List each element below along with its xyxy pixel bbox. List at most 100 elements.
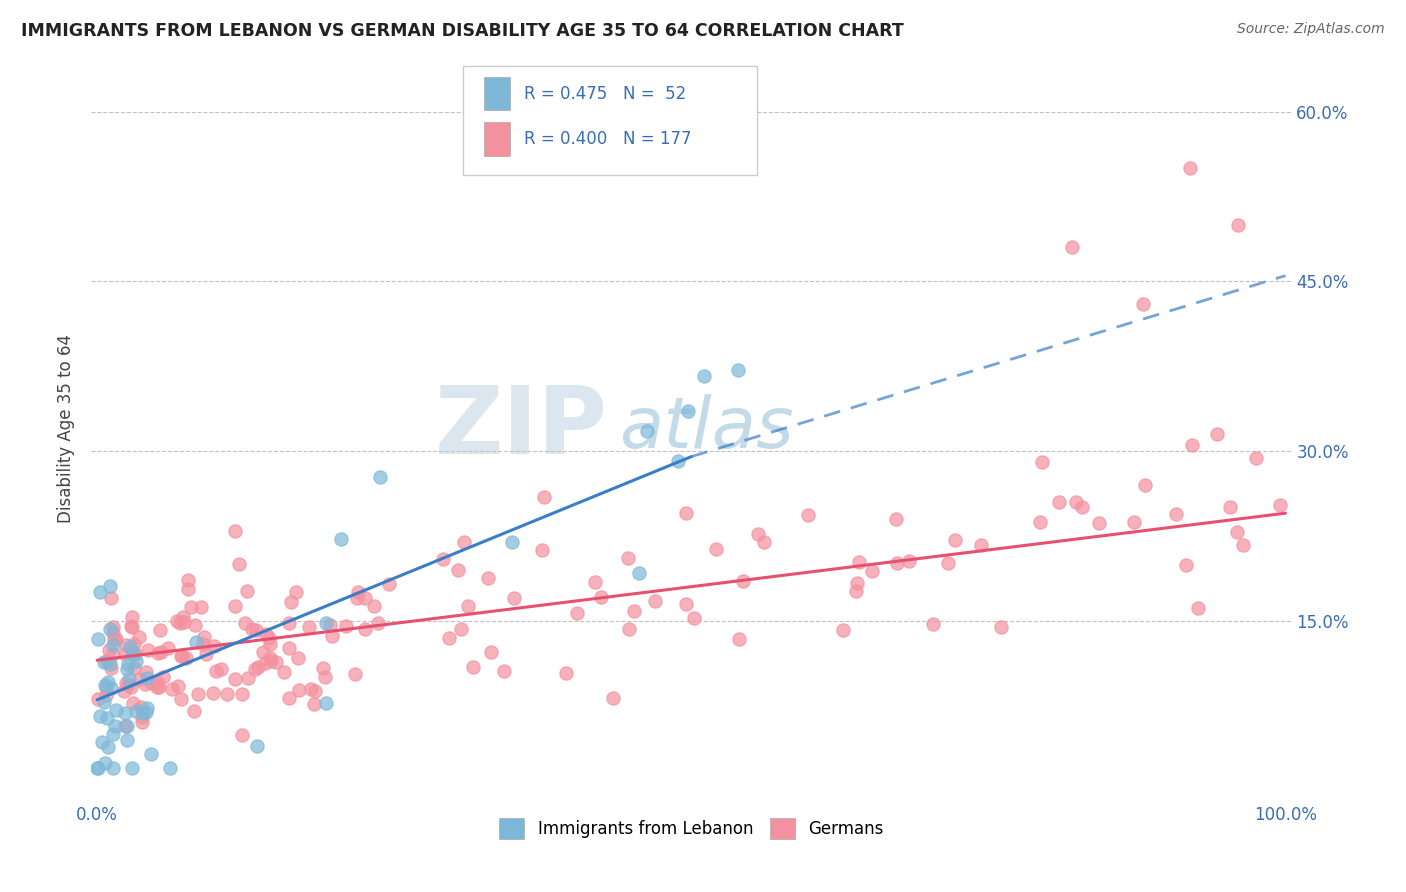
Point — [831, 624, 853, 638]
Point — [285, 585, 308, 599]
Point — [860, 565, 883, 579]
Point — [134, 677, 156, 691]
Point — [450, 622, 472, 636]
Point — [96, 711, 118, 725]
Point — [169, 615, 191, 630]
Point — [114, 648, 136, 662]
Point — [1181, 438, 1204, 452]
Point — [193, 630, 215, 644]
Point — [104, 718, 127, 732]
Point — [1226, 218, 1249, 232]
Point — [131, 710, 153, 724]
Point — [1180, 161, 1202, 176]
Point — [167, 679, 190, 693]
Text: R = 0.400   N = 177: R = 0.400 N = 177 — [524, 130, 692, 148]
Point — [886, 557, 908, 571]
Point — [98, 657, 121, 671]
Point — [848, 555, 870, 569]
Point — [884, 512, 907, 526]
Point — [259, 654, 281, 668]
Text: atlas: atlas — [619, 394, 794, 463]
Point — [91, 735, 114, 749]
Point — [447, 563, 470, 577]
Point — [1232, 538, 1254, 552]
Point — [501, 535, 523, 549]
Point — [623, 604, 645, 618]
Point — [287, 651, 309, 665]
Point — [675, 506, 697, 520]
Point — [1060, 240, 1083, 254]
Point — [844, 583, 866, 598]
Point — [378, 576, 401, 591]
Bar — [484, 77, 510, 111]
Point — [166, 614, 188, 628]
Point — [115, 638, 138, 652]
Point — [1187, 600, 1209, 615]
Text: Source: ZipAtlas.com: Source: ZipAtlas.com — [1237, 22, 1385, 37]
Point — [94, 756, 117, 771]
Point — [477, 570, 499, 584]
Point — [101, 726, 124, 740]
Point — [704, 541, 727, 556]
Point — [335, 619, 357, 633]
Point — [619, 623, 641, 637]
Point — [235, 584, 257, 599]
Point — [368, 470, 391, 484]
Point — [943, 533, 966, 548]
Point — [87, 692, 110, 706]
Point — [100, 591, 122, 605]
Point — [97, 675, 120, 690]
Point — [346, 591, 368, 606]
Point — [602, 691, 624, 706]
Point — [191, 637, 214, 651]
Point — [173, 615, 195, 629]
Point — [98, 579, 121, 593]
Point — [555, 666, 578, 681]
Point — [120, 618, 142, 632]
Point — [204, 664, 226, 678]
Point — [101, 647, 124, 661]
Point — [124, 647, 146, 661]
Point — [122, 647, 145, 661]
Point — [727, 362, 749, 376]
Point — [128, 672, 150, 686]
Point — [128, 630, 150, 644]
Point — [101, 638, 124, 652]
Point — [93, 655, 115, 669]
Point — [148, 646, 170, 660]
Point — [209, 662, 232, 676]
Point — [280, 595, 302, 609]
Point — [89, 708, 111, 723]
Point — [96, 654, 118, 668]
Point — [353, 622, 375, 636]
Point — [666, 454, 689, 468]
Point — [636, 425, 658, 439]
Point — [190, 599, 212, 614]
FancyBboxPatch shape — [463, 66, 758, 175]
Point — [1031, 455, 1053, 469]
Point — [278, 640, 301, 655]
Point — [693, 369, 716, 384]
Point — [122, 697, 145, 711]
Point — [298, 620, 321, 634]
Point — [136, 671, 159, 685]
Point — [121, 619, 143, 633]
Point — [121, 761, 143, 775]
Point — [177, 573, 200, 587]
Point — [1123, 515, 1146, 529]
Point — [120, 680, 142, 694]
Point — [135, 705, 157, 719]
Point — [103, 632, 125, 646]
Point — [94, 678, 117, 692]
Point — [1132, 297, 1154, 311]
Point — [1206, 426, 1229, 441]
Point — [437, 631, 460, 645]
Point — [530, 542, 553, 557]
Point — [132, 706, 155, 721]
Point — [101, 619, 124, 633]
Point — [104, 703, 127, 717]
Point — [114, 676, 136, 690]
Point — [135, 665, 157, 679]
Point — [180, 599, 202, 614]
Point — [94, 688, 117, 702]
